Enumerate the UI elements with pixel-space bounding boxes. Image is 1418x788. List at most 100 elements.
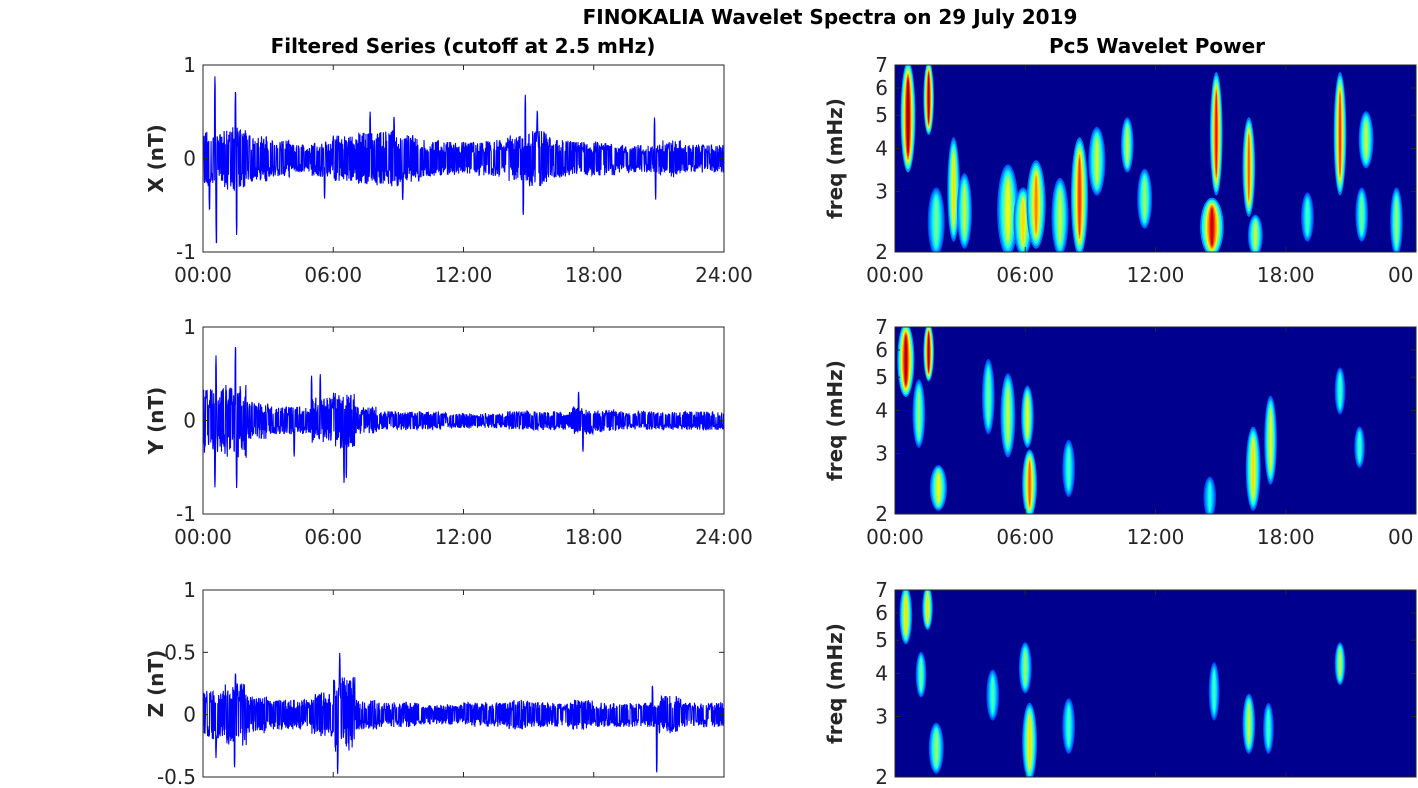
power-blob — [926, 593, 929, 623]
y-axis-label: Z (nT) — [144, 650, 168, 718]
right-column-title: Pc5 Wavelet Power — [1049, 34, 1265, 58]
x-tick-label: 06:00 — [304, 263, 362, 287]
y-tick-label: 7 — [875, 315, 888, 339]
power-blob — [1210, 207, 1214, 246]
y-tick-label: 1 — [183, 53, 196, 77]
y-tick-label: 7 — [875, 53, 888, 77]
power-blob — [1339, 649, 1341, 678]
y-tick-label: 1 — [183, 315, 196, 339]
x-tick-label: 12:00 — [1127, 525, 1185, 549]
y-axis-label: freq (mHz) — [823, 98, 847, 219]
power-blob — [1213, 672, 1215, 711]
y-tick-label: 3 — [875, 441, 888, 465]
y-tick-label: 1 — [183, 578, 196, 602]
power-blob — [1067, 707, 1070, 745]
x-tick-label: 18:00 — [1257, 525, 1315, 549]
y-tick-label: 4 — [875, 662, 888, 686]
y-tick-label: 2 — [875, 502, 888, 526]
y-tick-label: 3 — [875, 179, 888, 203]
power-blob — [935, 199, 938, 245]
y-tick-label: 0 — [183, 147, 196, 171]
y-axis-label: freq (mHz) — [823, 360, 847, 481]
y-tick-label: 6 — [875, 76, 888, 100]
panel-y-series: -1 0 1 00:00 06:00 12:00 18:00 24:00 Y (nT) — [144, 315, 753, 549]
x-tick-label: 06:00 — [304, 525, 362, 549]
y-tick-label: -0.5 — [157, 765, 196, 788]
power-blob — [1006, 387, 1009, 444]
x-tick-label: 00:00 — [866, 525, 924, 549]
power-blob — [952, 155, 955, 224]
y-tick-label: 5 — [875, 628, 888, 652]
y-tick-label: 5 — [875, 365, 888, 389]
y-tick-label: -1 — [176, 502, 196, 526]
power-blob — [1358, 433, 1361, 461]
figure-title: FINOKALIA Wavelet Spectra on 29 July 201… — [583, 5, 1078, 29]
x-tick-label: 00 — [1388, 525, 1413, 549]
power-blob — [1267, 711, 1270, 746]
y-axis-label: X (nT) — [144, 124, 168, 193]
y-tick-label: 0.5 — [164, 640, 196, 664]
power-blob — [1254, 221, 1257, 249]
series-line — [203, 347, 724, 489]
power-blob — [1395, 199, 1398, 245]
y-tick-label: 7 — [875, 578, 888, 602]
x-tick-label: 00:00 — [866, 263, 924, 287]
power-blob — [1247, 704, 1250, 744]
y-tick-label: 2 — [875, 240, 888, 264]
x-tick-label: 06:00 — [996, 525, 1054, 549]
x-tick-label: 12:00 — [435, 525, 493, 549]
power-blob — [1067, 449, 1070, 488]
power-blob — [935, 731, 938, 765]
series-line — [203, 652, 724, 774]
power-blob — [1026, 396, 1029, 438]
power-blob — [904, 335, 908, 385]
power-blob — [906, 80, 910, 154]
power-blob — [1095, 138, 1099, 184]
power-blob — [1215, 93, 1218, 175]
power-background — [895, 590, 1416, 777]
y-tick-label: 3 — [875, 704, 888, 728]
power-blob — [1208, 483, 1211, 511]
power-blob — [920, 659, 922, 690]
power-blob — [927, 333, 930, 372]
x-tick-label: 18:00 — [565, 263, 623, 287]
x-tick-label: 12:00 — [1127, 263, 1185, 287]
x-tick-label: 18:00 — [565, 525, 623, 549]
power-blob — [1024, 651, 1027, 685]
power-blob — [1006, 180, 1010, 241]
y-tick-label: 4 — [875, 399, 888, 423]
power-blob — [1028, 461, 1031, 507]
power-blob — [1028, 716, 1031, 768]
power-blob — [1364, 121, 1368, 159]
x-tick-label: 24:00 — [695, 263, 753, 287]
y-tick-label: -1 — [176, 240, 196, 264]
power-blob — [937, 472, 940, 503]
series-line — [203, 76, 724, 244]
y-axis-label: freq (mHz) — [823, 623, 847, 744]
power-blob — [1078, 157, 1081, 236]
y-tick-label: 5 — [875, 103, 888, 127]
power-blob — [927, 73, 930, 123]
power-blob — [991, 678, 994, 712]
panel-z-series: -0.5 0 0.5 1 Z (nT) — [144, 578, 725, 788]
panel-y-wavelet: 2 3 4 5 67 00:00 06:00 12:00 18:00 00 freq (mHz) — [823, 315, 1417, 549]
power-blob — [1339, 375, 1341, 407]
power-blob — [1269, 411, 1272, 470]
power-blob — [917, 391, 920, 437]
power-blob — [1143, 179, 1146, 219]
y-tick-label: 4 — [875, 137, 888, 161]
power-blob — [1034, 175, 1038, 234]
power-blob — [1306, 200, 1309, 234]
power-blob — [963, 186, 966, 236]
power-blob — [1126, 126, 1129, 163]
x-tick-label: 00:00 — [174, 263, 232, 287]
x-tick-label: 00 — [1388, 263, 1413, 287]
power-blob — [1360, 196, 1363, 233]
power-background — [895, 65, 1416, 252]
x-tick-label: 06:00 — [996, 263, 1054, 287]
y-axis-label: Y (nT) — [144, 387, 168, 456]
y-tick-label: 2 — [875, 765, 888, 788]
power-blob — [1058, 191, 1062, 243]
y-tick-label: 6 — [875, 601, 888, 625]
